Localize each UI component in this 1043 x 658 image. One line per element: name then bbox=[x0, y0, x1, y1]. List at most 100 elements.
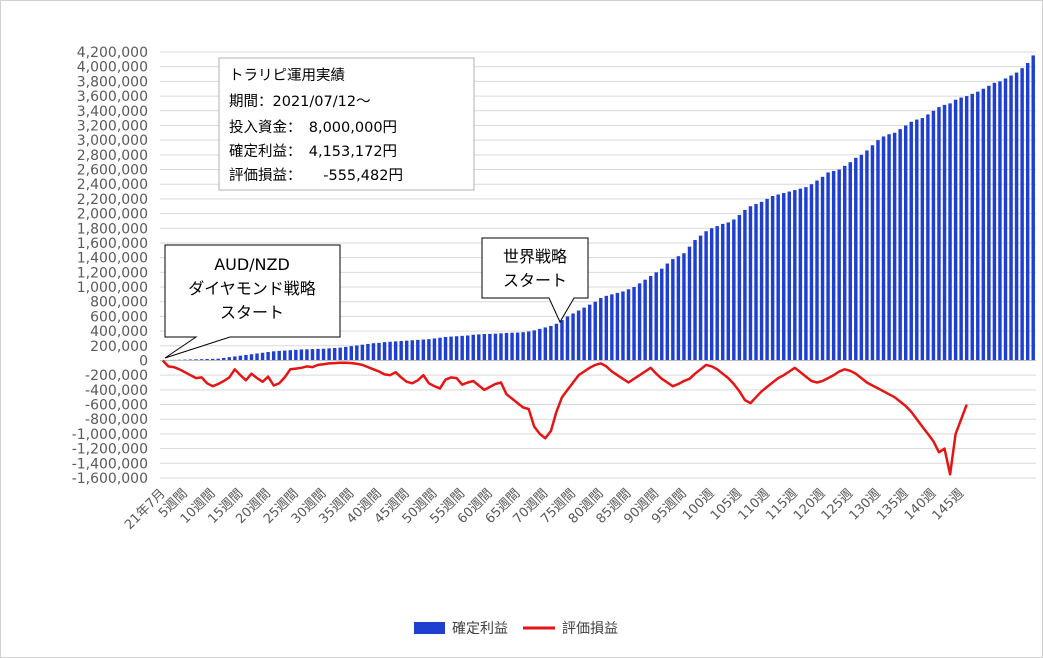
bar bbox=[504, 332, 509, 361]
bar bbox=[526, 331, 531, 361]
y-tick-label: 600,000 bbox=[90, 309, 148, 325]
bar bbox=[510, 332, 514, 361]
info-box-line: 投入資金： 8,000,000円 bbox=[229, 119, 397, 136]
bar bbox=[709, 228, 714, 361]
bar bbox=[704, 231, 708, 361]
y-tick-label: 2,000,000 bbox=[77, 207, 148, 223]
bar bbox=[621, 291, 625, 361]
bar bbox=[310, 349, 315, 361]
bar bbox=[787, 191, 791, 361]
bar bbox=[371, 343, 376, 361]
bar bbox=[460, 335, 464, 361]
legend-label: 確定利益 bbox=[452, 621, 508, 637]
bar bbox=[515, 332, 520, 361]
bar bbox=[532, 330, 536, 361]
bar bbox=[870, 145, 875, 361]
y-tick-label: 0 bbox=[139, 353, 148, 369]
bar bbox=[909, 121, 913, 361]
bar bbox=[338, 347, 342, 361]
line-series-path bbox=[161, 359, 968, 476]
bar bbox=[593, 301, 597, 361]
y-tick-label: 1,600,000 bbox=[77, 236, 148, 252]
bar bbox=[421, 339, 426, 361]
bar bbox=[438, 337, 442, 361]
bar bbox=[721, 223, 725, 361]
y-axis-ticks: 4,200,0004,000,0003,800,0003,600,0003,40… bbox=[72, 45, 148, 487]
bar bbox=[615, 292, 620, 361]
y-tick-label: -1,200,000 bbox=[72, 442, 148, 458]
bar bbox=[405, 340, 409, 361]
bar bbox=[903, 125, 908, 361]
bar bbox=[194, 359, 198, 361]
bar bbox=[693, 240, 697, 361]
bar bbox=[587, 304, 592, 361]
callout-line: ダイヤモンド戦略 bbox=[188, 279, 316, 298]
y-tick-label: 3,400,000 bbox=[77, 104, 148, 120]
bar bbox=[604, 295, 609, 361]
bar bbox=[1031, 55, 1035, 361]
bar bbox=[471, 334, 475, 361]
bar bbox=[920, 118, 925, 361]
bar bbox=[942, 104, 947, 361]
bar bbox=[360, 344, 365, 361]
bar bbox=[732, 219, 736, 361]
bar bbox=[698, 235, 703, 361]
x-axis-ticks: 21年7月5週間10週間15週間20週間25週間30週間35週間40週間45週間… bbox=[122, 486, 967, 533]
y-tick-label: -200,000 bbox=[85, 368, 148, 384]
x-tick-label: 145週 bbox=[930, 486, 967, 523]
bar bbox=[449, 336, 453, 361]
callout-line: スタート bbox=[503, 271, 567, 290]
bar bbox=[726, 222, 731, 361]
bar bbox=[599, 298, 603, 361]
callout-line: スタート bbox=[220, 303, 284, 322]
info-box-line: 期間：2021/07/12～ bbox=[229, 93, 371, 110]
bar bbox=[355, 345, 359, 361]
legend-label: 評価損益 bbox=[562, 621, 618, 637]
info-box-line: トラリピ運用実績 bbox=[229, 67, 345, 84]
y-tick-label: 2,200,000 bbox=[77, 192, 148, 208]
bar bbox=[1014, 72, 1019, 361]
bar bbox=[826, 172, 830, 361]
bar bbox=[843, 165, 847, 361]
y-tick-label: 2,600,000 bbox=[77, 163, 148, 179]
bar bbox=[776, 194, 780, 361]
bar bbox=[671, 259, 675, 361]
callout-line: 世界戦略 bbox=[503, 247, 567, 266]
bar bbox=[837, 169, 841, 361]
info-box-line: 確定利益： 4,153,172円 bbox=[229, 143, 397, 160]
bar bbox=[576, 310, 581, 361]
bar bbox=[848, 162, 852, 361]
bar bbox=[981, 88, 986, 361]
bar bbox=[244, 354, 248, 361]
y-tick-label: -400,000 bbox=[85, 383, 148, 399]
bar bbox=[876, 140, 880, 361]
bar bbox=[992, 82, 997, 361]
bar bbox=[388, 341, 392, 361]
bar bbox=[881, 136, 886, 361]
bar bbox=[953, 99, 958, 361]
bar bbox=[332, 347, 337, 361]
bar bbox=[970, 93, 974, 361]
y-tick-label: -1,600,000 bbox=[72, 471, 148, 487]
bar bbox=[538, 328, 542, 361]
y-tick-label: 2,800,000 bbox=[77, 148, 148, 164]
y-tick-label: -600,000 bbox=[85, 398, 148, 414]
bar bbox=[948, 103, 952, 361]
bar bbox=[565, 316, 570, 361]
bar bbox=[283, 350, 287, 361]
bar bbox=[227, 357, 232, 361]
bar bbox=[349, 346, 353, 361]
bar-series bbox=[161, 55, 1035, 361]
y-tick-label: 1,800,000 bbox=[77, 221, 148, 237]
bar bbox=[482, 334, 487, 361]
y-tick-label: 3,200,000 bbox=[77, 118, 148, 134]
bar bbox=[998, 81, 1002, 361]
bar bbox=[770, 195, 775, 361]
bar bbox=[926, 114, 930, 361]
bar bbox=[488, 333, 492, 361]
bar bbox=[454, 336, 459, 361]
bar bbox=[660, 268, 664, 361]
bar bbox=[571, 313, 575, 361]
bar bbox=[238, 355, 243, 361]
bar bbox=[260, 352, 265, 361]
